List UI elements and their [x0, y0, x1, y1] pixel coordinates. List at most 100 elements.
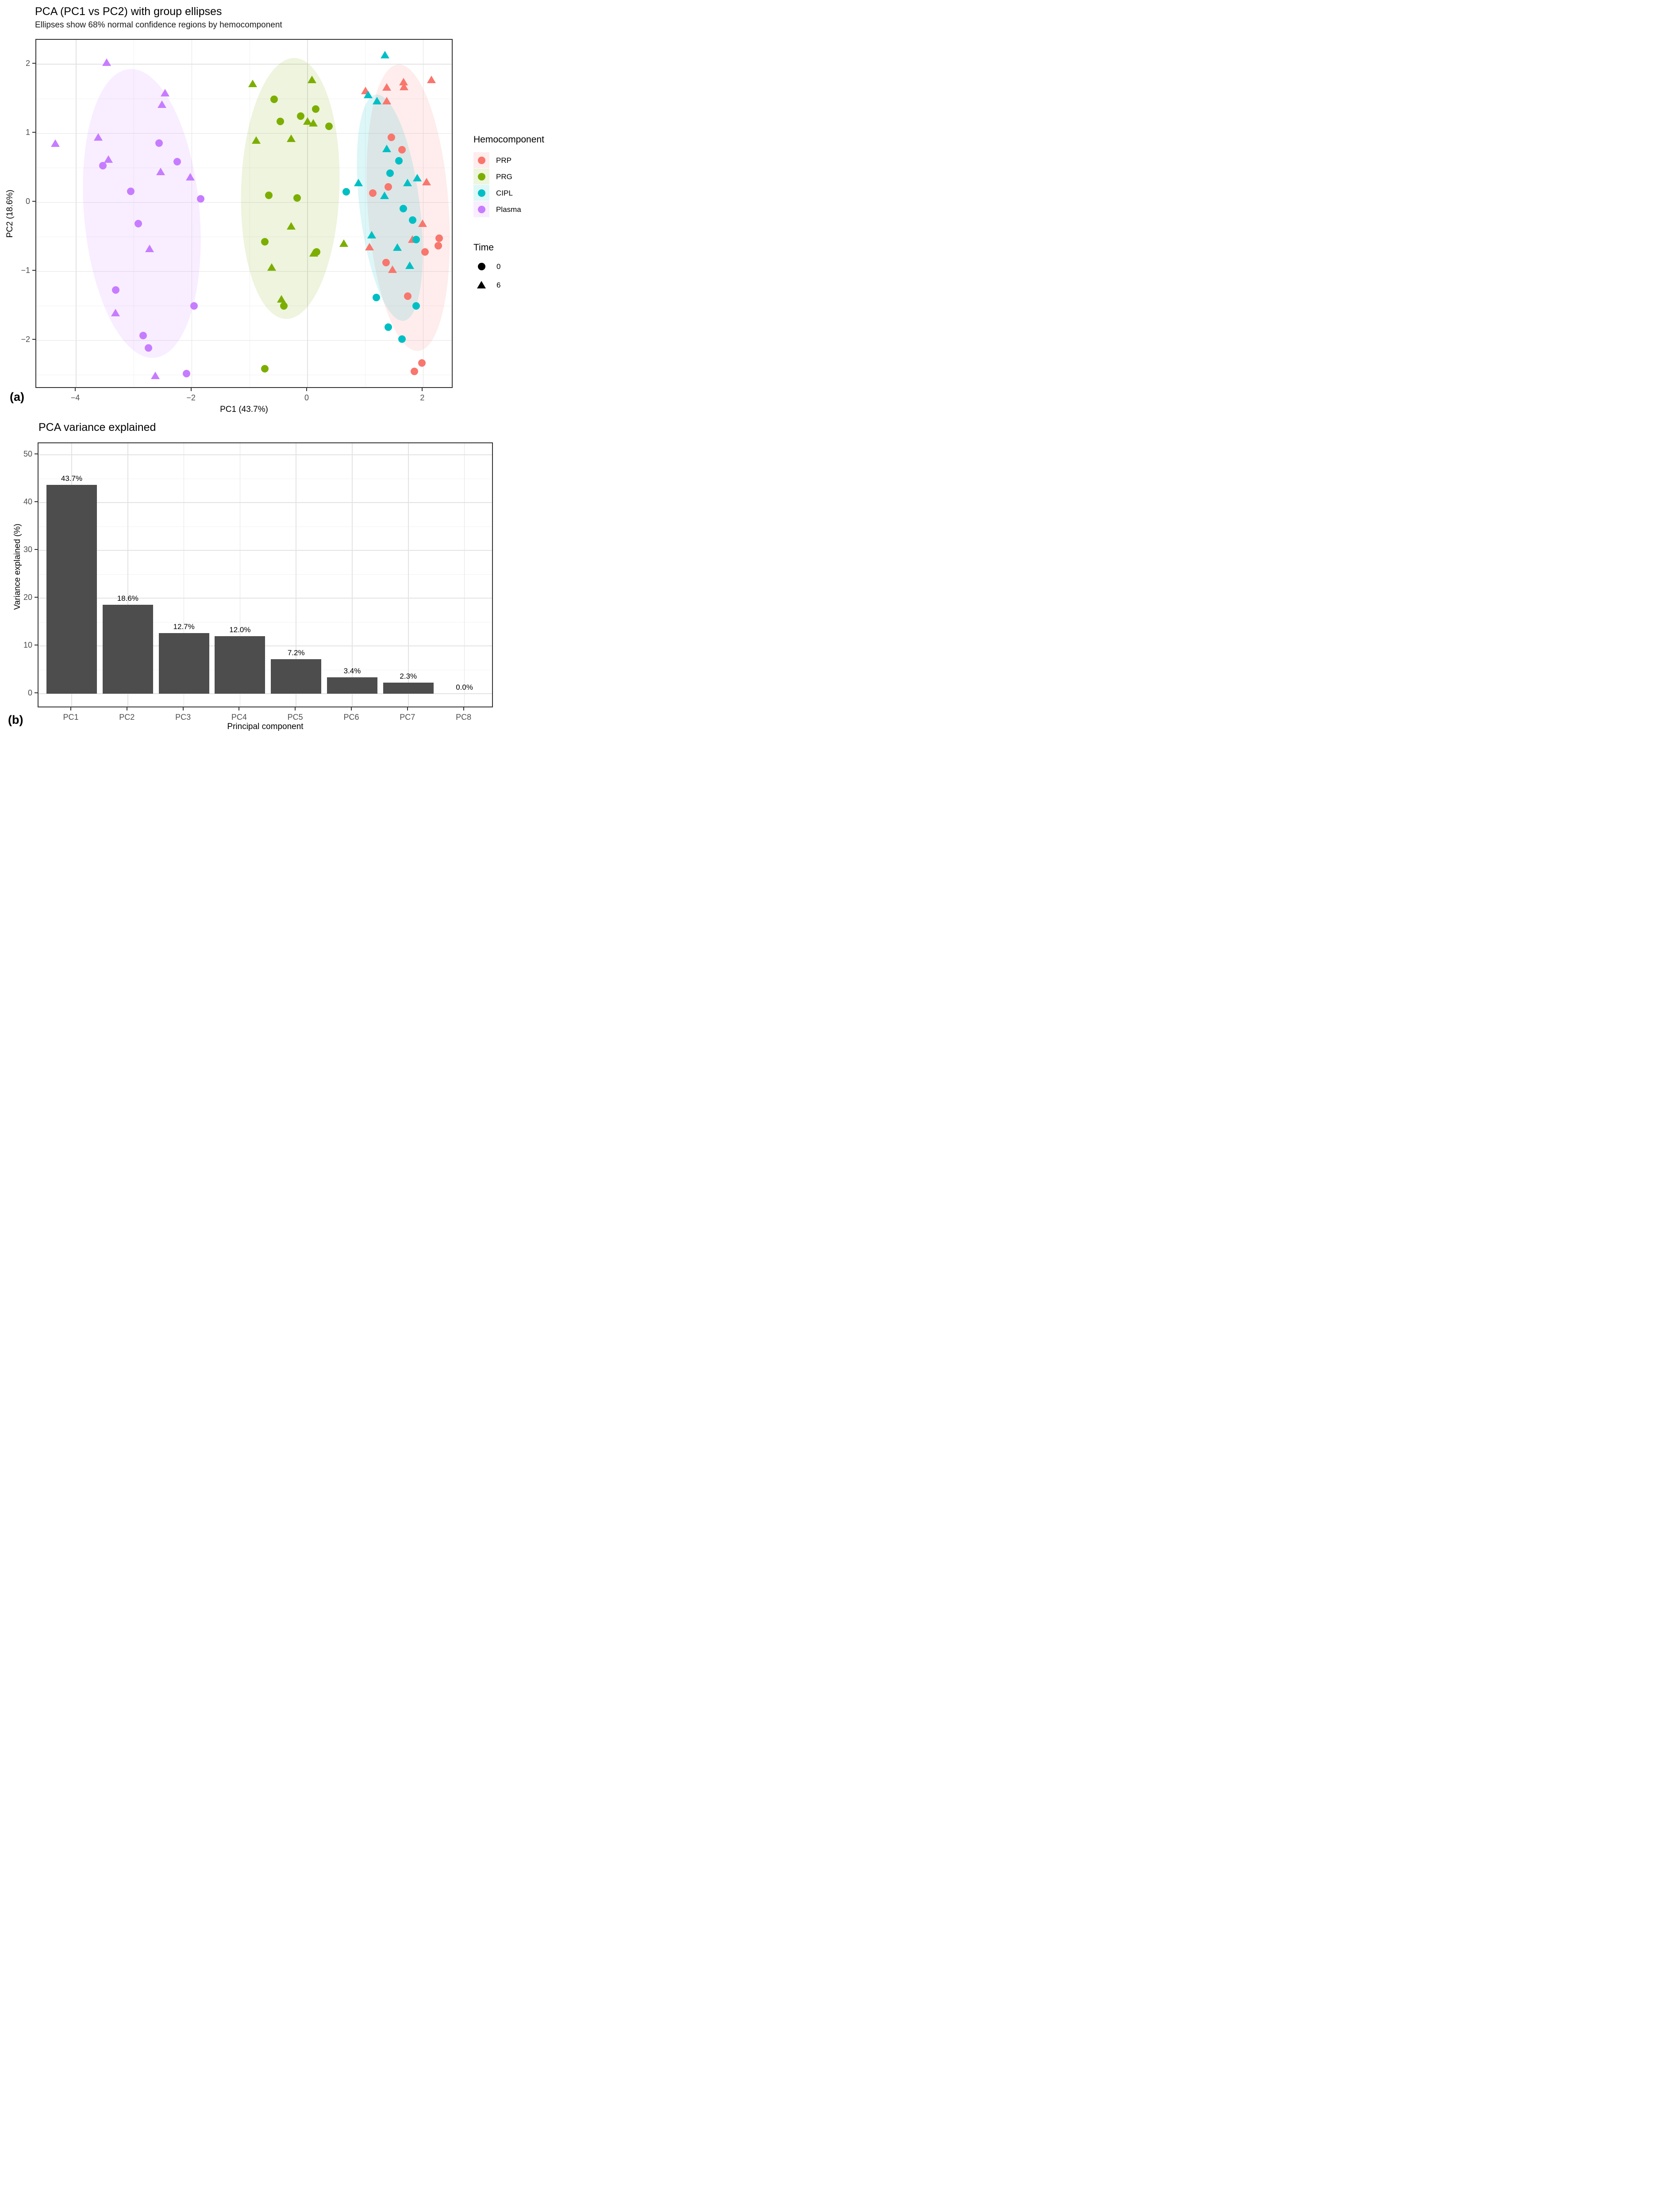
- legend-label-plasma: Plasma: [496, 205, 521, 214]
- x-gridline-major: [127, 443, 128, 707]
- legend-label-prp: PRP: [496, 156, 512, 165]
- y-axis-tick-label: 0: [25, 197, 30, 206]
- scatter-point-circle-plasma: [190, 302, 198, 310]
- bar-pc3: [158, 633, 209, 694]
- scatter-point-triangle-plasma: [151, 372, 160, 380]
- bar-value-label: 2.3%: [400, 672, 417, 681]
- scatter-point-circle-prp: [418, 359, 426, 367]
- scatter-point-triangle-plasma: [104, 155, 113, 163]
- y-axis-tick-label: 20: [23, 593, 32, 602]
- scatter-point-triangle-cipl: [405, 261, 415, 269]
- scatter-point-triangle-prg: [248, 80, 257, 88]
- y-axis-tick: [32, 132, 35, 133]
- scatter-point-triangle-prg: [309, 119, 318, 127]
- y-axis-tick: [35, 453, 38, 454]
- x-gridline-major: [76, 40, 77, 387]
- x-axis-tick: [70, 707, 71, 710]
- y-gridline-major: [36, 340, 452, 341]
- scatter-point-circle-prg: [325, 123, 333, 131]
- scatter-point-circle-prp: [398, 146, 406, 154]
- y-gridline-major: [36, 64, 452, 65]
- x-gridline-major: [307, 40, 308, 387]
- bar-value-label: 7.2%: [287, 649, 305, 657]
- panel-a-subtitle: Ellipses show 68% normal confidence regi…: [35, 20, 282, 30]
- legend-color-dot-icon: [477, 189, 485, 197]
- bar-value-label: 3.4%: [343, 667, 361, 676]
- x-axis-tick: [75, 388, 76, 391]
- scatter-point-triangle-plasma: [145, 245, 154, 253]
- legend-time-triangle-icon: [477, 281, 486, 288]
- x-axis-tick-label: 2: [420, 393, 425, 402]
- legend-hemocomponent-title: Hemocomponent: [473, 134, 544, 145]
- y-axis-tick: [32, 270, 35, 271]
- scatter-point-triangle-cipl: [354, 178, 363, 186]
- bar-pc7: [383, 683, 434, 694]
- scatter-point-triangle-cipl: [364, 91, 373, 99]
- scatter-point-triangle-prp: [382, 83, 392, 91]
- scatter-point-circle-cipl: [409, 216, 417, 224]
- scatter-point-circle-plasma: [183, 369, 191, 377]
- scatter-point-triangle-cipl: [381, 50, 390, 58]
- scatter-point-triangle-prp: [382, 97, 392, 105]
- bar-value-label: 18.6%: [117, 594, 138, 603]
- panel-a-y-axis-title: PC2 (18.6%): [5, 189, 15, 238]
- scatter-point-triangle-prg: [251, 136, 261, 144]
- panel-b-x-axis-title: Principal component: [227, 722, 304, 731]
- legend-color-dot-icon: [477, 205, 485, 213]
- scatter-point-circle-prg: [277, 118, 285, 126]
- bar-pc2: [102, 605, 153, 694]
- y-gridline-minor: [38, 526, 492, 527]
- y-axis-tick: [35, 549, 38, 550]
- y-gridline-major: [38, 645, 492, 646]
- x-axis-tick-label: PC6: [343, 713, 359, 722]
- x-axis-tick-label: PC4: [231, 713, 247, 722]
- x-gridline-major: [464, 443, 465, 707]
- scatter-point-circle-prp: [369, 189, 377, 197]
- scatter-point-circle-prg: [261, 365, 269, 373]
- y-axis-tick-label: 40: [23, 497, 32, 506]
- x-axis-tick-label: PC8: [456, 713, 472, 722]
- y-axis-tick: [35, 501, 38, 502]
- x-axis-tick-label: PC3: [175, 713, 191, 722]
- y-axis-tick-label: −2: [21, 335, 30, 344]
- legend-key-time-0: [473, 258, 489, 274]
- y-axis-tick: [35, 597, 38, 598]
- legend-label-prg: PRG: [496, 173, 512, 181]
- scatter-point-circle-prg: [265, 192, 273, 200]
- scatter-point-triangle-cipl: [372, 97, 381, 105]
- x-axis-tick: [190, 388, 192, 391]
- scatter-point-triangle-cipl: [392, 243, 402, 251]
- legend-color-dot-icon: [477, 173, 485, 180]
- x-axis-tick: [306, 388, 307, 391]
- y-axis-tick-label: 30: [23, 545, 32, 554]
- bar-value-label: 12.0%: [229, 626, 251, 634]
- legend-key-plasma: [473, 201, 489, 217]
- scatter-point-triangle-prg: [277, 295, 286, 303]
- y-gridline-major: [38, 454, 492, 455]
- scatter-point-triangle-plasma: [161, 88, 170, 96]
- panel-b-title: PCA variance explained: [38, 421, 156, 434]
- legend-key-prg: [473, 169, 489, 184]
- x-axis-tick-label: PC5: [287, 713, 303, 722]
- scatter-point-circle-plasma: [112, 286, 119, 294]
- x-axis-tick-label: PC7: [400, 713, 415, 722]
- scatter-point-circle-plasma: [127, 187, 135, 195]
- scatter-point-triangle-cipl: [380, 192, 389, 200]
- scatter-point-circle-cipl: [412, 236, 420, 244]
- y-axis-tick-label: 50: [23, 449, 32, 458]
- bar-value-label: 43.7%: [61, 474, 83, 483]
- x-axis-tick-label: −2: [186, 393, 196, 402]
- x-gridline-major: [352, 443, 353, 707]
- y-gridline-major: [38, 693, 492, 694]
- scatter-point-circle-plasma: [145, 344, 153, 352]
- panel-b-y-axis-title: Variance explained (%): [13, 523, 22, 610]
- scatter-point-circle-prg: [270, 96, 278, 104]
- legend-key-prp: [473, 152, 489, 168]
- scatter-point-triangle-cipl: [403, 178, 412, 186]
- scatter-point-circle-prp: [387, 134, 395, 142]
- scatter-point-triangle-prg: [287, 134, 296, 142]
- scatter-point-circle-prp: [382, 258, 390, 266]
- legend-time-circle-icon: [477, 262, 485, 270]
- scatter-point-triangle-prp: [418, 219, 427, 227]
- y-gridline-major: [38, 502, 492, 503]
